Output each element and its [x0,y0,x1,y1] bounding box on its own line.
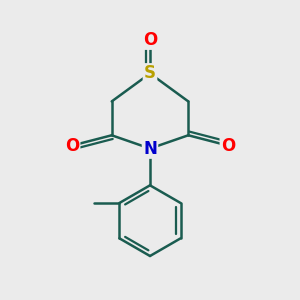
Text: S: S [144,64,156,82]
Text: O: O [221,136,235,154]
Text: O: O [143,31,157,49]
Text: N: N [143,140,157,158]
Text: O: O [65,136,79,154]
